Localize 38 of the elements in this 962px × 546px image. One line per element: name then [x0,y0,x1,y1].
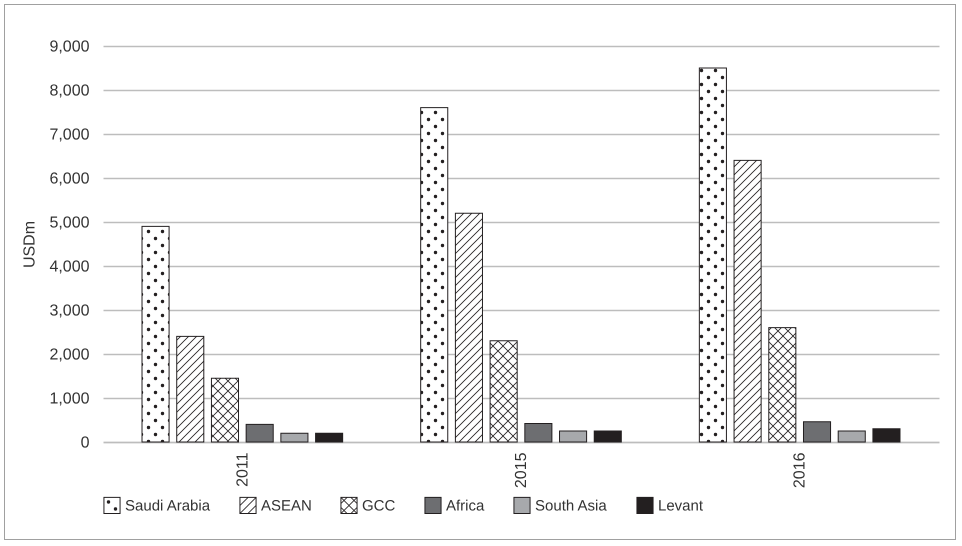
y-tick-label: 3,000 [49,302,90,320]
y-tick-label: 9,000 [49,38,90,56]
bar [802,421,832,442]
bar [490,340,518,442]
y-axis-title: USDm [21,220,38,268]
legend-label: ASEAN [261,497,312,514]
bar [524,423,552,442]
legend-label: Levant [658,497,704,514]
bar [594,430,622,442]
bar [698,68,727,442]
y-tick-label: 0 [80,434,90,452]
legend-label: South Asia [535,497,608,514]
y-tick-label: 4,000 [49,258,90,276]
bar [280,432,308,442]
bar [838,430,866,442]
x-tick-label: 2015 [513,452,530,488]
y-tick-label: 1,000 [49,390,90,408]
bar [872,428,900,442]
x-tick-label: 2016 [792,452,809,488]
legend-label: GCC [362,497,396,514]
legend-label: Saudi Arabia [125,497,211,514]
y-tick-label: 7,000 [49,126,90,144]
bar [315,432,344,442]
bar [454,212,483,442]
legend-label: Africa [446,497,485,514]
y-tick-label: 5,000 [49,214,90,232]
y-tick-label: 6,000 [49,170,90,188]
bar [559,430,588,442]
bar [176,336,204,442]
bar [210,378,240,442]
y-tick-label: 2,000 [49,346,90,364]
x-tick-label: 2011 [234,452,252,487]
y-tick-label: 8,000 [49,82,90,100]
bar [246,424,274,442]
bar [420,107,448,442]
bar [768,327,796,442]
bar [142,226,170,442]
bar [734,160,762,442]
